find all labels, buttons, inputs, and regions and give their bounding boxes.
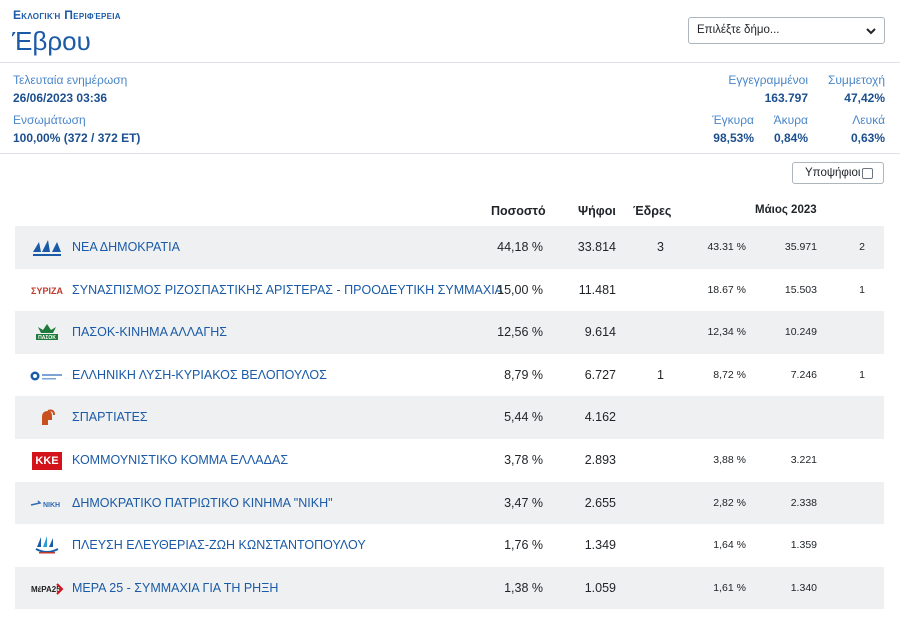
party-votes: 1.349 [584, 538, 616, 553]
party-percent: 15,00 % [497, 282, 543, 297]
may-percent: 1,64 % [713, 539, 746, 552]
may-percent: 18.67 % [707, 283, 746, 296]
may-percent: 3,88 % [713, 454, 746, 466]
may-seats: 1 [859, 368, 865, 381]
may-percent: 8,72 % [713, 368, 746, 381]
svg-text:ΠΑΣΟΚ: ΠΑΣΟΚ [38, 335, 56, 341]
municipality-select-value: Επιλέξτε δήμο... [697, 24, 780, 36]
niki-logo-icon: ΝΙΚΗ [30, 494, 64, 514]
party-name[interactable]: ΕΛΛΗΝΙΚΗ ΛΥΣΗ-ΚΥΡΙΑΚΟΣ ΒΕΛΟΠΟΥΛΟΣ [72, 367, 327, 382]
registered-value: 163.797 [764, 91, 808, 105]
page-title: Έβρου [12, 26, 91, 56]
party-name[interactable]: ΔΗΜΟΚΡΑΤΙΚΟ ΠΑΤΡΙΩΤΙΚΟ ΚΙΝΗΜΑ "ΝΙΚΗ" [72, 495, 333, 510]
may-votes: 15.503 [784, 283, 817, 296]
may-votes: 10.249 [784, 326, 817, 339]
party-votes: 2.655 [584, 495, 616, 510]
blank-label: Λευκά [852, 113, 885, 127]
party-name[interactable]: ΚΟΜΜΟΥΝΙΣΤΙΚΟ ΚΟΜΜΑ ΕΛΛΑΔΑΣ [72, 453, 289, 467]
election-summary: Τελευταία ενημέρωση 26/06/2023 03:36 Ενσ… [0, 63, 900, 154]
last-update-value: 26/06/2023 03:36 [13, 91, 108, 105]
party-percent: 12,56 % [497, 325, 543, 340]
may-percent: 1,61 % [713, 581, 746, 594]
table-row[interactable]: ΕΛΛΗΝΙΚΗ ΛΥΣΗ-ΚΥΡΙΑΚΟΣ ΒΕΛΟΠΟΥΛΟΣ 8,79 % 6… [15, 354, 884, 397]
syriza-logo-icon: ΣΥΡΙΖΑ [31, 285, 63, 296]
party-votes: 11.481 [578, 282, 616, 297]
kke-logo-icon: ΚΚΕ [30, 451, 64, 471]
party-seats: 1 [657, 367, 664, 382]
party-votes: 1.059 [584, 580, 616, 595]
may-votes: 1.340 [790, 581, 817, 594]
svg-text:ΜέΡΑ25: ΜέΡΑ25 [31, 585, 61, 594]
party-percent: 8,79 % [504, 367, 543, 382]
pasok-logo-icon: ΠΑΣΟΚ [30, 323, 64, 343]
party-percent: 44,18 % [497, 240, 543, 254]
party-seats: 3 [657, 240, 664, 254]
column-header-votes: Ψήφοι [578, 204, 616, 218]
may-percent: 43.31 % [707, 241, 746, 253]
last-update-label: Τελευταία ενημέρωση [13, 73, 128, 87]
candidates-checkbox[interactable] [862, 168, 873, 179]
party-name[interactable]: ΠΛΕΥΣΗ ΕΛΕΥΘΕΡΙΑΣ-ΖΩΗ ΚΩΝΣΤΑΝΤΟΠΟΥΛΟΥ [72, 538, 366, 553]
nd-logo-icon [30, 238, 64, 258]
table-row[interactable]: ΠΑΣΟΚ ΠΑΣΟΚ-ΚΙΝΗΜΑ ΑΛΛΑΓΗΣ 12,56 % 9.614 12,… [15, 311, 884, 354]
column-header-may-2023: Μάιος 2023 [755, 204, 817, 216]
may-votes: 3.221 [790, 454, 817, 466]
candidates-toggle-label: Υποψήφιοι [805, 167, 861, 179]
may-votes: 35.971 [784, 241, 817, 253]
integration-label: Ενσωμάτωση [13, 113, 86, 127]
party-name[interactable]: ΜΕΡΑ 25 - ΣΥΜΜΑΧΙΑ ΓΙΑ ΤΗ ΡΗΞΗ [72, 580, 279, 595]
table-row[interactable]: ΠΛΕΥΣΗ ΕΛΕΥΘΕΡΙΑΣ-ΖΩΗ ΚΩΝΣΤΑΝΤΟΠΟΥΛΟΥ 1,7… [15, 524, 884, 567]
integration-value: 100,00% (372 / 372 ΕΤ) [13, 131, 141, 145]
table-row[interactable]: ΣΥΡΙΖΑ ΣΥΝΑΣΠΙΣΜΟΣ ΡΙΖΟΣΠΑΣΤΙΚΗΣ ΑΡΙΣΤΕΡΑ… [15, 269, 884, 312]
party-name[interactable]: ΣΥΝΑΣΠΙΣΜΟΣ ΡΙΖΟΣΠΑΣΤΙΚΗΣ ΑΡΙΣΤΕΡΑΣ - ΠΡ… [72, 282, 504, 297]
page-header: Εκλογική Περιφέρεια Έβρου Επιλέξτε δήμο.… [0, 0, 900, 63]
registered-label: Εγγεγραμμένοι [728, 73, 808, 87]
may-percent: 2,82 % [713, 496, 746, 509]
turnout-label: Συμμετοχή [827, 73, 885, 87]
mera25-logo-icon: ΜέΡΑ25 [30, 579, 64, 599]
column-header-seats: Έδρες [633, 204, 672, 218]
plefsi-logo-icon [30, 536, 64, 556]
may-votes: 2.338 [790, 496, 817, 509]
candidates-toggle[interactable]: Υποψήφιοι [792, 162, 884, 184]
party-name[interactable]: ΝΕΑ ΔΗΜΟΚΡΑΤΙΑ [72, 240, 180, 254]
table-row[interactable]: ΝΕΑ ΔΗΜΟΚΡΑΤΙΑ 44,18 % 33.814 3 43.31 % 35.97… [15, 226, 884, 269]
party-votes: 9.614 [584, 325, 616, 340]
party-percent: 5,44 % [504, 410, 543, 425]
elliniki-lysi-logo-icon [30, 366, 64, 386]
party-percent: 3,78 % [504, 453, 543, 467]
invalid-label: Άκυρα [773, 113, 808, 127]
may-seats: 1 [859, 283, 865, 296]
spartiates-logo-icon [30, 408, 64, 428]
column-header-percent: Ποσοστό [491, 204, 546, 218]
municipality-select[interactable]: Επιλέξτε δήμο... [688, 17, 885, 44]
table-row[interactable]: ΜέΡΑ25 ΜΕΡΑ 25 - ΣΥΜΜΑΧΙΑ ΓΙΑ ΤΗ ΡΗΞΗ 1,38… [15, 566, 884, 610]
turnout-value: 47,42% [844, 91, 885, 105]
party-votes: 4.162 [584, 410, 616, 425]
may-votes: 1.359 [790, 539, 817, 552]
party-votes: 2.893 [584, 453, 616, 467]
may-seats: 2 [859, 241, 865, 253]
party-percent: 1,76 % [504, 538, 543, 553]
valid-value: 98,53% [713, 131, 754, 145]
party-percent: 3,47 % [504, 495, 543, 510]
party-name[interactable]: ΣΠΑΡΤΙΑΤΕΣ [72, 410, 148, 425]
party-votes: 33.814 [577, 240, 616, 254]
party-votes: 6.727 [584, 367, 616, 382]
party-name[interactable]: ΠΑΣΟΚ-ΚΙΝΗΜΑ ΑΛΛΑΓΗΣ [72, 325, 228, 340]
may-percent: 12,34 % [707, 326, 746, 339]
table-row[interactable]: ΝΙΚΗ ΔΗΜΟΚΡΑΤΙΚΟ ΠΑΤΡΙΩΤΙΚΟ ΚΙΝΗΜΑ "ΝΙΚΗ"… [15, 481, 884, 525]
chevron-down-icon [866, 28, 876, 35]
region-kicker: Εκλογική Περιφέρεια [13, 8, 121, 22]
blank-value: 0,63% [850, 131, 885, 145]
may-votes: 7.246 [790, 368, 817, 381]
table-row[interactable]: ΚΚΕ ΚΟΜΜΟΥΝΙΣΤΙΚΟ ΚΟΜΜΑ ΕΛΛΑΔΑΣ 3,78 % 2.89… [15, 439, 884, 482]
valid-label: Έγκυρα [712, 113, 754, 127]
svg-text:ΝΙΚΗ: ΝΙΚΗ [43, 502, 60, 509]
party-percent: 1,38 % [504, 580, 543, 595]
table-row[interactable]: ΣΠΑΡΤΙΑΤΕΣ 5,44 % 4.162 [15, 396, 884, 439]
invalid-value: 0,84% [773, 131, 808, 145]
